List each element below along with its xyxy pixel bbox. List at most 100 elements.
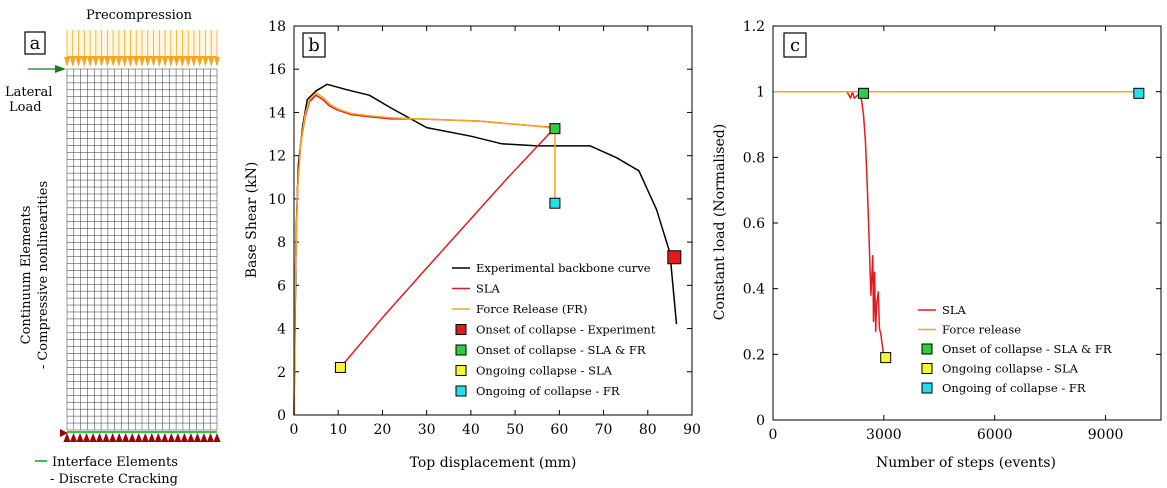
panel-b-frame [293,25,693,416]
x-tick-label: 80 [639,422,657,438]
legend-label: Onset of collapse - Experiment [476,323,656,337]
x-tick-label: 70 [595,422,613,438]
x-tick-label: 90 [683,422,701,438]
interface-label-1: Interface Elements [52,455,178,470]
precompression-arrow-icon [127,57,134,67]
support-triangle-icon [206,433,215,442]
legend-label: Onset of collapse - SLA & FR [942,342,1112,356]
panel-b-xlabel: Top displacement (mm) [410,455,577,471]
precompression-arrow-icon [167,57,174,67]
panel-c-load-chart: 0 3000 6000 9000 0 0.2 0.4 0.6 0.8 1 1.2 c Number … [712,19,1162,471]
y-tick-label: 0 [277,408,286,424]
marker-ongoing-of-collapse-fr [549,197,561,209]
panel-c-legend: SLA Force release Onset of collapse - SLA … [918,303,1112,395]
legend-marker-3 [455,385,467,397]
panel-c-ylabel: Constant load (Normalised) [712,124,728,320]
legend-label: SLA [476,282,501,296]
legend-label: SLA [942,303,967,317]
y-tick-label: 1 [756,85,765,101]
y-tick-label: 12 [268,149,286,165]
support-triangle-icon [200,433,208,442]
precompression-arrow-icon [208,57,215,67]
legend-marker-1 [921,363,933,374]
panel-b-series [293,83,678,416]
panel-b-letter: b [308,35,320,56]
support-triangles [60,429,221,442]
support-triangle-icon [141,433,149,442]
marker-onset-of-collapse-experiment [667,250,682,265]
support-triangle-icon [82,433,91,442]
y-tick-label: 0.2 [743,347,765,363]
support-arrow-icon [60,429,68,437]
y-tick-label: 0.4 [743,282,765,298]
precompression-arrow-icon [214,57,220,67]
support-triangle-icon [76,433,84,442]
marker-ongoing-collapse-sla [334,361,346,373]
lateral-load-label-1: Lateral [5,85,52,100]
interface-label-2: - Discrete Cracking [50,472,178,487]
support-triangle-icon [167,433,175,442]
marker-onset-of-collapse-sla-fr [549,123,561,135]
panel-c-xlabel: Number of steps (events) [876,455,1056,471]
precompression-arrow-icon [115,57,122,67]
precompression-arrow-icon [150,57,157,67]
legend-label: Ongoing collapse - SLA [476,364,613,378]
x-tick-label: 0 [290,422,299,438]
legend-marker-2 [921,382,933,394]
precompression-arrow-icon [64,57,70,67]
support-triangle-icon [180,433,188,442]
x-tick-label: 3000 [866,427,902,443]
panel-b-markers [334,123,682,373]
support-triangle-icon [161,433,169,442]
y-tick-label: 1.2 [743,19,765,35]
precompression-arrow-icon [75,57,82,67]
y-tick-label: 0 [756,413,765,429]
x-tick-label: 50 [506,422,524,438]
marker-ongoing-collapse-sla [880,352,892,364]
support-triangle-icon [96,433,104,442]
panel-c-series [773,90,1139,358]
y-tick-label: 16 [268,62,286,78]
legend-label: Force Release (FR) [476,302,587,316]
precompression-arrow-icon [69,57,76,67]
support-triangle-icon [193,433,202,442]
legend-label: Ongoing of collapse - FR [476,384,620,398]
precompression-arrow-icon [81,57,88,67]
legend-label: Force release [942,323,1021,337]
legend-marker-1 [455,344,467,356]
continuum-mesh [66,68,218,431]
support-triangle-icon [115,433,123,442]
x-tick-label: 60 [550,422,568,438]
series-line-sla [773,90,885,358]
support-triangle-icon [135,433,143,442]
precompression-arrow-icon [162,57,169,67]
y-tick-label: 10 [268,192,286,208]
support-triangle-icon [128,433,136,442]
lateral-load-label-2: Load [9,100,42,115]
support-triangle-icon [174,433,182,442]
precompression-arrow-icon [87,57,94,67]
panel-a-model-diagram: a Precompression Lateral Load Continuum … [5,8,221,487]
legend-label: Ongoing collapse - SLA [942,362,1079,376]
support-triangle-icon [89,433,97,442]
panel-b-letter-box [302,32,326,58]
legend-marker-0 [455,324,467,335]
x-tick-label: 20 [374,422,392,438]
panel-b-pushover-chart: 0 10 20 30 40 50 60 70 80 90 0 2 4 6 8 10 12 14 16 18 b Top… [244,19,701,471]
support-triangle-icon [63,433,71,442]
x-tick-label: 6000 [977,427,1013,443]
continuum-label-2: - Compressive nonlinearities [36,181,51,369]
precompression-arrow-icon [139,57,145,67]
precompression-arrow-icon [190,57,197,67]
precompression-arrow-icon [144,57,151,67]
panel-b-legend: Experimental backbone curve SLA Force Rele… [452,261,656,398]
precompression-arrow-icon [196,57,203,67]
panel-a-letter: a [30,33,41,54]
y-tick-label: 0.8 [743,150,765,166]
legend-marker-2 [455,365,467,376]
precompression-arrow-icon [121,57,128,67]
precompression-arrow-icon [185,57,192,67]
legend-marker-0 [921,343,933,355]
precompression-arrow-icon [104,57,111,67]
